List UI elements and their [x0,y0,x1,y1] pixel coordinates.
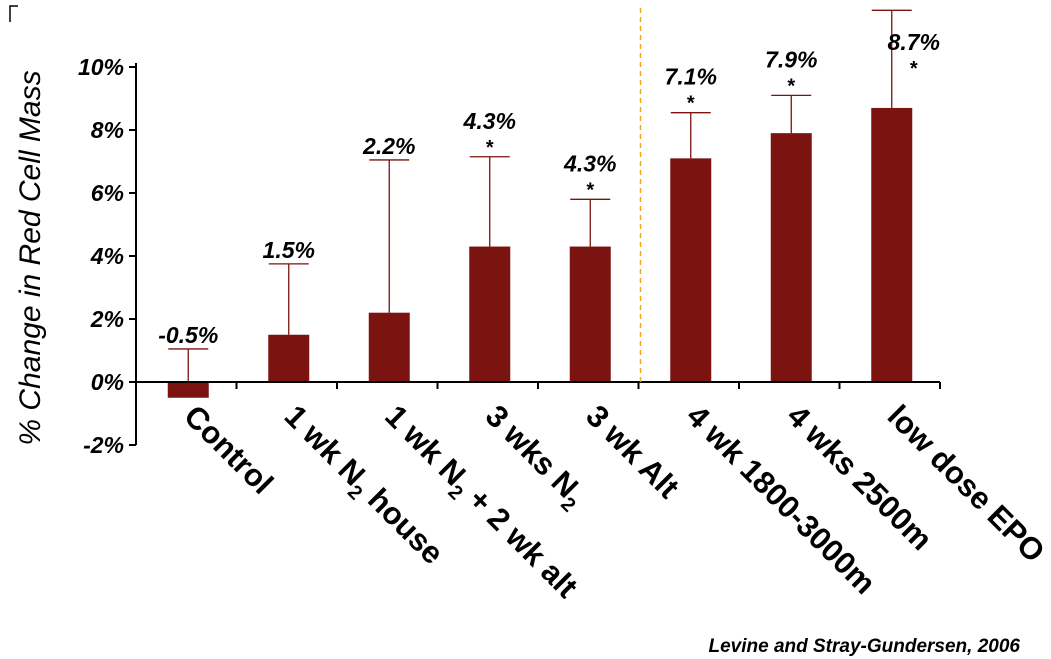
bar [268,334,310,382]
y-tick-label: -2% [83,432,124,458]
bar [770,133,812,382]
value-label: 4.3% [463,108,516,134]
bar [469,246,511,382]
y-tick-label: 10% [78,54,124,80]
significance-star: * [910,58,918,80]
bar [670,158,712,382]
y-tick-label: 8% [91,117,124,143]
value-label: -0.5% [158,322,218,348]
y-tick-label: 6% [91,180,124,206]
y-tick-label: 4% [90,243,124,269]
bar [569,246,611,382]
value-label: 8.7% [888,29,940,55]
significance-star: * [586,179,594,201]
y-tick-label: 2% [90,306,124,332]
value-label: 7.1% [665,64,717,90]
corner-mark [9,5,18,22]
value-label: 2.2% [362,133,415,159]
value-label: 4.3% [563,150,616,176]
bar [368,312,410,382]
category-label: 4 wk 1800-3000m [680,398,883,601]
value-label: 1.5% [263,237,315,263]
significance-star: * [687,93,695,115]
y-axis-label: % Change in Red Cell Mass [14,70,47,445]
significance-star: * [787,75,795,97]
bar [871,107,913,382]
value-label: 7.9% [765,46,817,72]
category-label: 3 wk Alt [579,398,686,505]
bar [167,382,209,398]
significance-star: * [486,137,494,159]
y-tick-label: 0% [91,369,124,395]
source-note: Levine and Stray-Gundersen, 2006 [708,636,1020,657]
category-label: Control [177,398,280,501]
